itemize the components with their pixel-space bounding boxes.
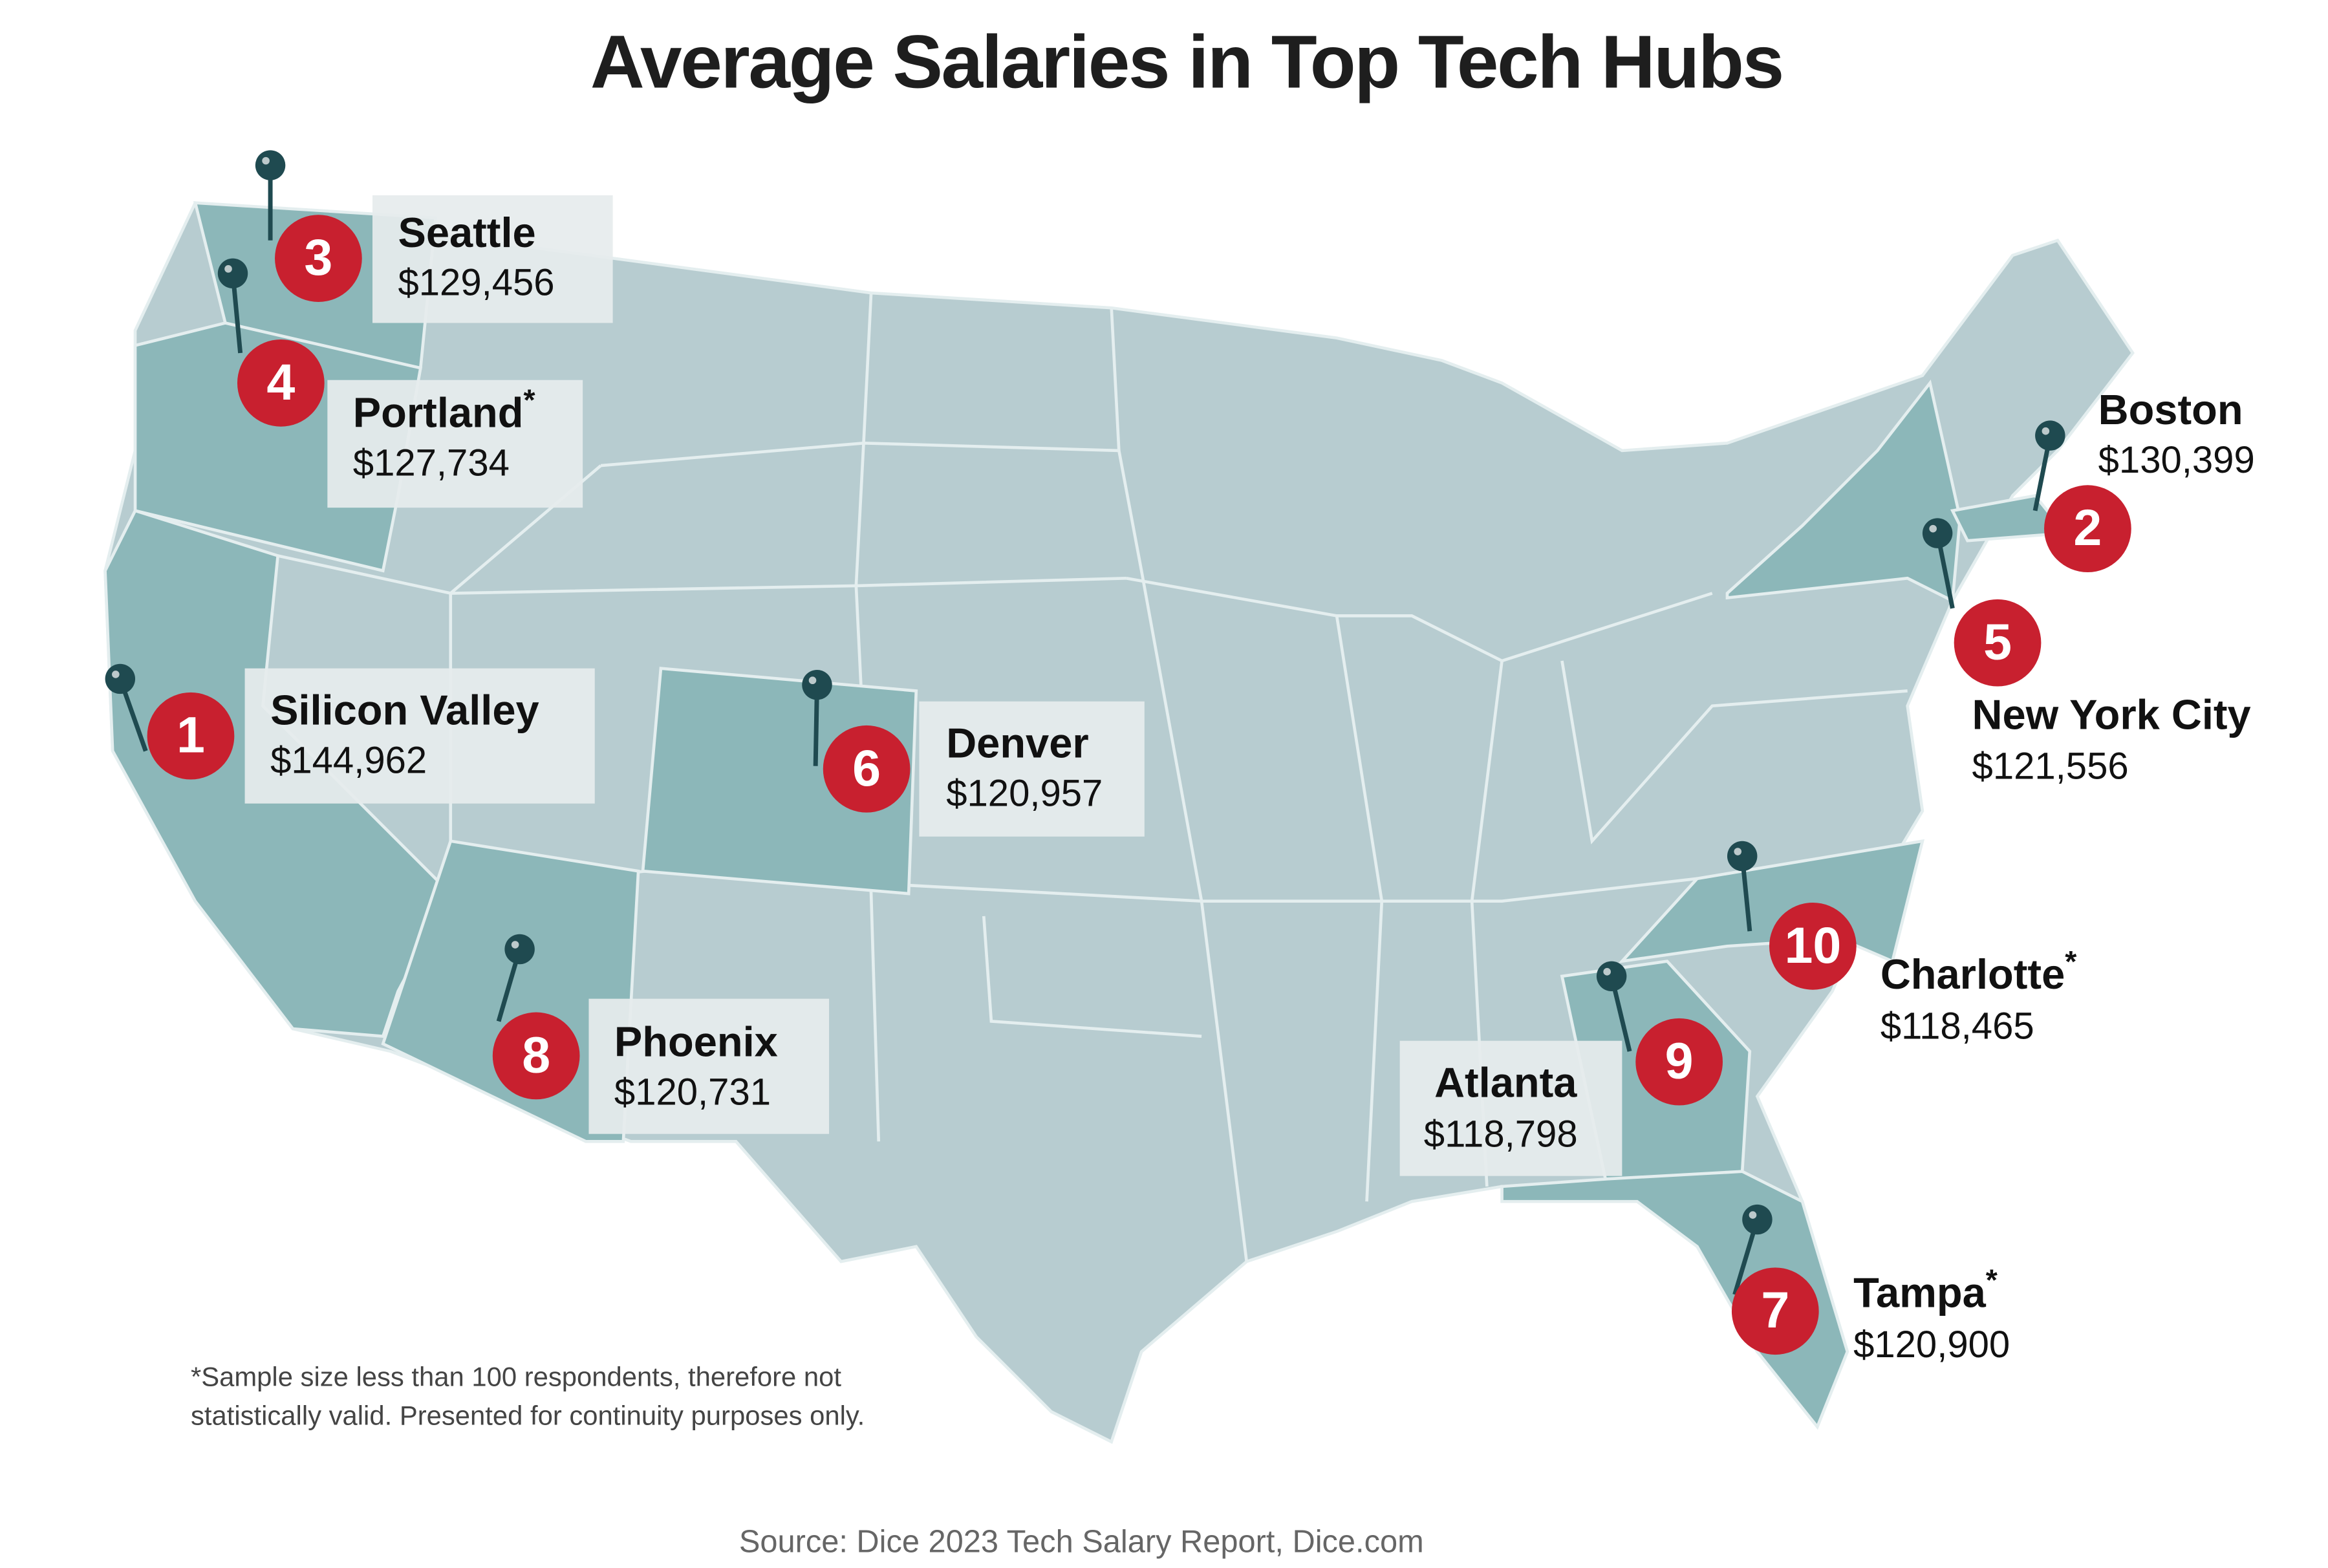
city-name-text: Silicon Valley xyxy=(270,687,539,734)
pin-head xyxy=(802,669,832,700)
rank-number: 6 xyxy=(852,740,881,797)
pin-head xyxy=(504,934,535,965)
footnote-mark: * xyxy=(2065,945,2077,978)
pin-head xyxy=(255,150,286,180)
salary: $144,962 xyxy=(270,739,427,781)
city-name-text: Charlotte xyxy=(1881,950,2065,998)
label-box xyxy=(588,998,830,1134)
pin-shine xyxy=(262,156,270,165)
rank-badge xyxy=(237,339,325,427)
rank-number: 5 xyxy=(1983,614,2012,671)
pin-shine xyxy=(1749,1211,1757,1219)
city-name-text: New York City xyxy=(1972,691,2251,738)
salary: $118,465 xyxy=(1881,1005,2034,1047)
rank-number: 9 xyxy=(1665,1033,1694,1090)
rank-badge xyxy=(1769,902,1857,990)
salary: $121,556 xyxy=(1972,746,2129,788)
city-name-text: Phoenix xyxy=(614,1018,778,1066)
florida xyxy=(1500,1170,1849,1430)
source: Source: Dice 2023 Tech Salary Report, Di… xyxy=(739,1525,1424,1560)
city-name: Charlotte* xyxy=(1881,945,2077,998)
pin-head xyxy=(1742,1204,1773,1235)
salary: $120,900 xyxy=(1853,1324,2010,1366)
salary: $120,731 xyxy=(614,1071,771,1113)
label-box xyxy=(327,380,583,508)
pin-head xyxy=(217,258,248,289)
salary: $127,734 xyxy=(353,442,510,484)
title: Average Salaries in Top Tech Hubs xyxy=(590,19,1783,103)
city-name: Phoenix xyxy=(614,1018,778,1066)
pin-head xyxy=(1596,961,1627,992)
rank-number: 3 xyxy=(304,229,332,286)
city-name: Tampa* xyxy=(1853,1263,1998,1316)
rank-badge xyxy=(275,215,362,302)
rank-number: 8 xyxy=(522,1026,550,1083)
salary: $118,798 xyxy=(1424,1113,1578,1155)
city-name: Silicon Valley xyxy=(270,687,539,734)
label-box xyxy=(372,195,613,323)
rank-number: 7 xyxy=(1761,1282,1789,1338)
rank-badge xyxy=(2044,485,2131,573)
pin-head xyxy=(1727,841,1758,872)
pin-shine xyxy=(2042,427,2050,435)
city-name: Portland* xyxy=(353,383,536,436)
city-name: Boston xyxy=(2098,386,2243,433)
pin-shine xyxy=(112,671,120,678)
pin-shine xyxy=(1603,968,1611,976)
pin-shine xyxy=(511,941,519,949)
rank-number: 2 xyxy=(2073,499,2102,556)
footnote-line: statistically valid. Presented for conti… xyxy=(191,1401,865,1431)
rank-badge xyxy=(1954,599,2042,687)
pin-shine xyxy=(808,676,817,685)
city-name: Seattle xyxy=(398,209,535,256)
footnote-mark: * xyxy=(1986,1263,1998,1297)
city-name-text: Denver xyxy=(946,720,1088,767)
rank-badge xyxy=(147,692,235,780)
rank-number: 10 xyxy=(1784,917,1841,974)
rank-badge xyxy=(1635,1018,1723,1106)
label-box xyxy=(919,701,1145,837)
rank-badge xyxy=(823,725,911,813)
label-box xyxy=(244,668,595,804)
rank-number: 4 xyxy=(266,354,295,411)
pin-head xyxy=(2035,420,2065,451)
footnote-line: *Sample size less than 100 respondents, … xyxy=(191,1361,841,1391)
label-box xyxy=(1399,1040,1622,1176)
city-name-text: Atlanta xyxy=(1434,1059,1577,1106)
city-name-text: Tampa xyxy=(1853,1269,1987,1316)
city-name-text: Portland xyxy=(353,389,524,436)
pin-shine xyxy=(224,265,232,273)
rank-number: 1 xyxy=(177,707,205,764)
footnote-mark: * xyxy=(523,383,535,417)
pin-shine xyxy=(1734,848,1742,855)
pin-shine xyxy=(1929,524,1937,533)
city-name: Denver xyxy=(946,720,1088,767)
salary: $129,456 xyxy=(398,262,554,304)
pin-head xyxy=(1922,518,1953,548)
city-name-text: Seattle xyxy=(398,209,535,256)
city-name: Atlanta xyxy=(1434,1059,1577,1106)
rank-badge xyxy=(1731,1267,1819,1355)
pin-head xyxy=(105,663,136,694)
city-name: New York City xyxy=(1972,691,2251,738)
rank-badge xyxy=(492,1012,580,1100)
salary: $130,399 xyxy=(2098,439,2255,481)
city-name-text: Boston xyxy=(2098,386,2243,433)
markers: 1 Silicon Valley $144,962 2 Boston $130,399 3 S… xyxy=(105,150,2255,1366)
salary: $120,957 xyxy=(946,772,1103,814)
